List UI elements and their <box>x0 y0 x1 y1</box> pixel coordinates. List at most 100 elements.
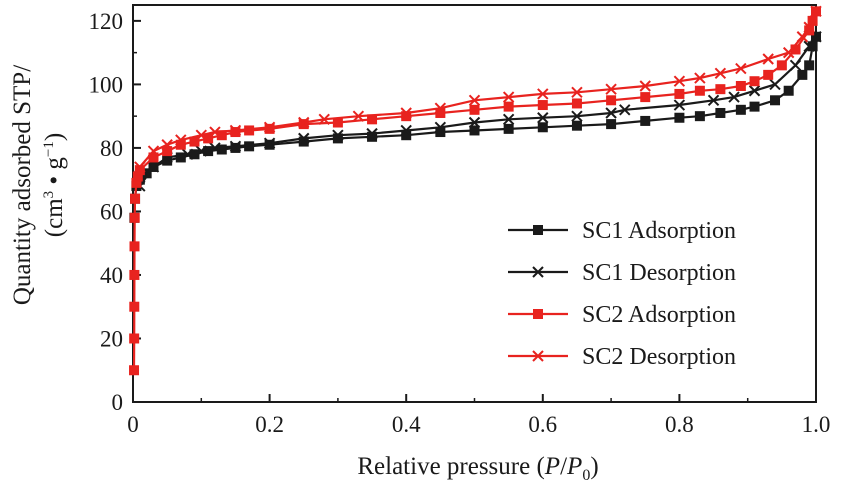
data-point <box>318 113 330 126</box>
data-point <box>435 127 446 138</box>
data-point <box>469 125 480 136</box>
data-point <box>161 139 173 151</box>
data-point <box>129 333 140 344</box>
data-point <box>783 85 794 96</box>
data-point <box>401 130 412 141</box>
data-point <box>264 123 275 134</box>
data-point <box>673 99 686 111</box>
data-point <box>537 122 548 133</box>
data-point <box>400 124 412 137</box>
data-point <box>694 111 705 122</box>
data-point <box>770 95 781 106</box>
data-point <box>796 31 809 43</box>
data-point <box>674 112 685 123</box>
legend-label: SC1 Adsorption <box>582 218 736 244</box>
data-point <box>298 132 310 145</box>
data-point <box>606 119 617 130</box>
data-point <box>749 101 760 112</box>
data-point <box>673 75 686 87</box>
data-point <box>715 84 726 95</box>
data-point <box>366 127 378 140</box>
y-axis-title-line1: Quantity adsorbed STP/ <box>9 65 36 305</box>
data-point <box>714 67 727 79</box>
data-point <box>162 146 173 157</box>
data-point <box>694 85 705 96</box>
data-point <box>735 62 747 75</box>
y-tick-label: 100 <box>89 72 124 97</box>
y-tick-label: 80 <box>100 136 123 161</box>
x-tick-label: 0.8 <box>665 412 694 437</box>
data-point <box>264 139 275 150</box>
data-point <box>469 104 480 115</box>
data-point <box>209 126 221 138</box>
legend-marker <box>533 309 543 319</box>
data-point <box>605 107 617 119</box>
data-point <box>263 121 276 133</box>
data-point <box>640 115 651 126</box>
legend-label: SC2 Desorption <box>582 344 736 370</box>
data-point <box>804 60 815 71</box>
data-point <box>735 104 746 115</box>
data-point <box>502 113 515 126</box>
series-sc2-adsorption <box>129 6 821 376</box>
data-point <box>434 102 447 114</box>
legend: SC1 Adsorption SC1 Desorption SC2 Adsorpti… <box>508 218 736 370</box>
data-point <box>537 112 549 124</box>
legend-item: SC2 Adsorption <box>508 302 736 328</box>
data-point <box>175 134 187 146</box>
data-point <box>605 83 617 95</box>
data-point <box>502 91 515 103</box>
legend-item: SC1 Desorption <box>508 260 736 286</box>
ticks-group: 0 0.2 0.4 0.6 0.8 1.0 0 20 40 60 80 100 120 <box>89 9 831 437</box>
plot-frame <box>132 4 817 403</box>
data-point <box>571 98 582 109</box>
data-point <box>674 88 685 99</box>
legend-item: SC2 Desorption <box>508 344 736 370</box>
data-point <box>763 69 774 80</box>
data-point <box>332 129 344 141</box>
x-tick-label: 1.0 <box>802 412 831 437</box>
data-point <box>735 80 746 91</box>
data-point <box>468 116 481 129</box>
data-point <box>209 142 221 154</box>
data-point <box>748 85 761 97</box>
data-point <box>229 140 242 153</box>
data-point <box>776 60 787 71</box>
x-tick-label: 0 <box>127 412 139 437</box>
data-point <box>129 301 140 312</box>
data-point <box>134 161 146 173</box>
legend-label: SC2 Adsorption <box>582 302 736 328</box>
data-point <box>571 110 583 122</box>
x-tick-label: 0.2 <box>255 412 284 437</box>
data-point <box>230 127 241 138</box>
data-point <box>400 107 412 119</box>
data-point <box>229 124 242 137</box>
series-line <box>138 10 818 168</box>
series-sc2-desorption <box>134 5 822 173</box>
data-point <box>434 121 447 133</box>
y-tick-label: 20 <box>100 326 123 351</box>
y-tick-label: 40 <box>100 263 123 288</box>
data-point <box>762 53 774 65</box>
y-axis-title-line2: (cm3 • g−1) <box>41 133 68 237</box>
data-point <box>797 69 808 80</box>
data-point <box>263 137 276 149</box>
data-point <box>129 269 140 280</box>
data-point <box>129 365 140 376</box>
data-point <box>694 72 706 84</box>
data-point <box>571 120 582 131</box>
legend-marker <box>532 266 544 278</box>
data-point <box>147 161 160 173</box>
legend-marker <box>533 225 543 235</box>
x-tick-label: 0.6 <box>528 412 557 437</box>
data-point <box>639 80 651 92</box>
data-point <box>230 142 241 153</box>
data-point <box>147 145 160 157</box>
y-axis-title: Quantity adsorbed STP/ (cm3 • g−1) <box>9 65 68 305</box>
data-point <box>728 91 740 103</box>
data-point <box>640 92 651 103</box>
data-point <box>352 110 365 122</box>
plot-frame-group <box>132 4 817 403</box>
y-tick-label: 0 <box>112 390 124 415</box>
